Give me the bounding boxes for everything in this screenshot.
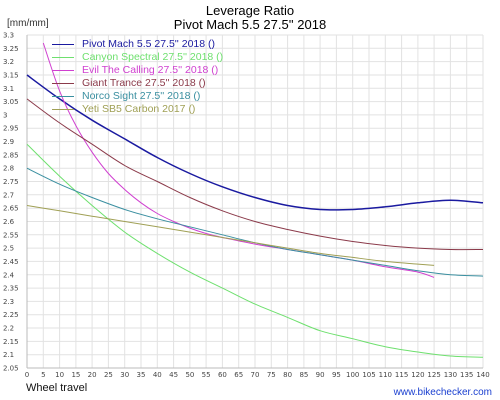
x-tick-label: 35 [137, 371, 146, 379]
x-tick-label: 10 [55, 371, 64, 379]
x-tick-label: 95 [332, 371, 341, 379]
legend-item: Pivot Mach 5.5 27.5'' 2018 () [52, 38, 223, 51]
y-tick-label: 3.2 [3, 58, 14, 66]
legend-swatch [52, 70, 74, 71]
x-tick-label: 140 [476, 371, 489, 379]
y-tick-label: 2.65 [3, 205, 19, 213]
x-tick-label: 45 [169, 371, 178, 379]
x-tick-label: 25 [104, 371, 113, 379]
x-tick-label: 50 [185, 371, 194, 379]
x-tick-label: 125 [427, 371, 440, 379]
x-tick-label: 70 [251, 371, 260, 379]
y-tick-label: 2.75 [3, 178, 19, 186]
y-tick-label: 2.4 [3, 271, 15, 279]
y-tick-label: 3.3 [3, 32, 14, 40]
y-axis-label: [mm/mm] [7, 18, 49, 29]
y-tick-label: 3.1 [3, 85, 14, 93]
y-tick-label: 2.85 [3, 151, 19, 159]
y-tick-label: 3.05 [3, 98, 19, 106]
y-tick-label: 2.5 [3, 245, 14, 253]
legend-label: Pivot Mach 5.5 27.5'' 2018 () [82, 38, 215, 50]
legend-label: Giant Trance 27.5'' 2018 () [82, 77, 206, 89]
y-tick-label: 2.25 [3, 311, 19, 319]
legend-swatch [52, 96, 74, 97]
legend-swatch [52, 109, 74, 110]
y-tick-label: 3.25 [3, 45, 19, 53]
x-tick-label: 90 [316, 371, 325, 379]
y-tick-label: 2.05 [3, 365, 19, 373]
axis-layer: 0 5 10 15 20 25 30 35 40 45 50 55 60 65 70 75 80 85 90 95 10… [3, 32, 490, 380]
x-tick-label: 55 [202, 371, 211, 379]
legend-label: Yeti SB5 Carbon 2017 () [82, 103, 196, 115]
y-tick-label: 2.95 [3, 125, 19, 133]
y-tick-label: 2.55 [3, 231, 19, 239]
x-tick-label: 85 [299, 371, 308, 379]
x-axis-label: Wheel travel [26, 382, 88, 394]
x-tick-label: 135 [460, 371, 473, 379]
x-tick-label: 100 [346, 371, 359, 379]
legend-item: Evil The Calling 27.5'' 2018 () [52, 64, 223, 77]
source-credit[interactable]: www.bikechecker.com [393, 387, 492, 398]
y-tick-label: 2.7 [3, 191, 14, 199]
y-tick-label: 2.8 [3, 165, 14, 173]
y-tick-label: 2.35 [3, 285, 19, 293]
x-tick-label: 75 [267, 371, 276, 379]
chart-subtitle: Pivot Mach 5.5 27.5'' 2018 [173, 17, 327, 32]
y-tick-label: 3 [3, 111, 7, 119]
legend-label: Norco Sight 27.5'' 2018 () [82, 90, 201, 102]
x-tick-label: 40 [153, 371, 162, 379]
x-tick-label: 20 [88, 371, 97, 379]
y-tick-label: 2.3 [3, 298, 14, 306]
legend-label: Canyon Spectral 27.5'' 2018 () [82, 51, 224, 63]
x-tick-label: 105 [362, 371, 375, 379]
x-tick-label: 15 [71, 371, 80, 379]
legend-item: Yeti SB5 Carbon 2017 () [52, 103, 223, 116]
y-tick-label: 2.45 [3, 258, 19, 266]
legend-item: Canyon Spectral 27.5'' 2018 () [52, 51, 223, 64]
y-tick-label: 2.1 [3, 351, 14, 359]
y-tick-label: 2.6 [3, 218, 15, 226]
legend: Pivot Mach 5.5 27.5'' 2018 () Canyon Spe… [52, 38, 223, 116]
series-layer [26, 42, 484, 358]
legend-swatch [52, 44, 74, 45]
y-tick-label: 3.15 [3, 72, 19, 80]
x-tick-label: 115 [395, 371, 408, 379]
x-tick-label: 60 [218, 371, 227, 379]
chart-title: Leverage Ratio [205, 3, 295, 18]
series-line-3 [26, 98, 484, 251]
series-line-5 [26, 205, 435, 266]
series-line-1 [26, 143, 484, 358]
grid-layer [26, 34, 484, 369]
x-tick-label: 120 [411, 371, 424, 379]
legend-item: Giant Trance 27.5'' 2018 () [52, 77, 223, 90]
x-tick-label: 80 [283, 371, 292, 379]
x-tick-label: 130 [444, 371, 457, 379]
x-tick-label: 30 [120, 371, 129, 379]
legend-label: Evil The Calling 27.5'' 2018 () [82, 64, 219, 76]
legend-item: Norco Sight 27.5'' 2018 () [52, 90, 223, 103]
legend-swatch [52, 83, 74, 84]
y-tick-label: 2.2 [3, 325, 14, 333]
x-tick-label: 5 [41, 371, 45, 379]
x-tick-label: 110 [379, 371, 392, 379]
x-tick-label: 65 [234, 371, 243, 379]
x-tick-label: 0 [25, 371, 29, 379]
y-tick-label: 2.15 [3, 338, 19, 346]
legend-swatch [52, 57, 74, 58]
series-line-0 [26, 74, 484, 211]
y-tick-label: 2.9 [3, 138, 14, 146]
